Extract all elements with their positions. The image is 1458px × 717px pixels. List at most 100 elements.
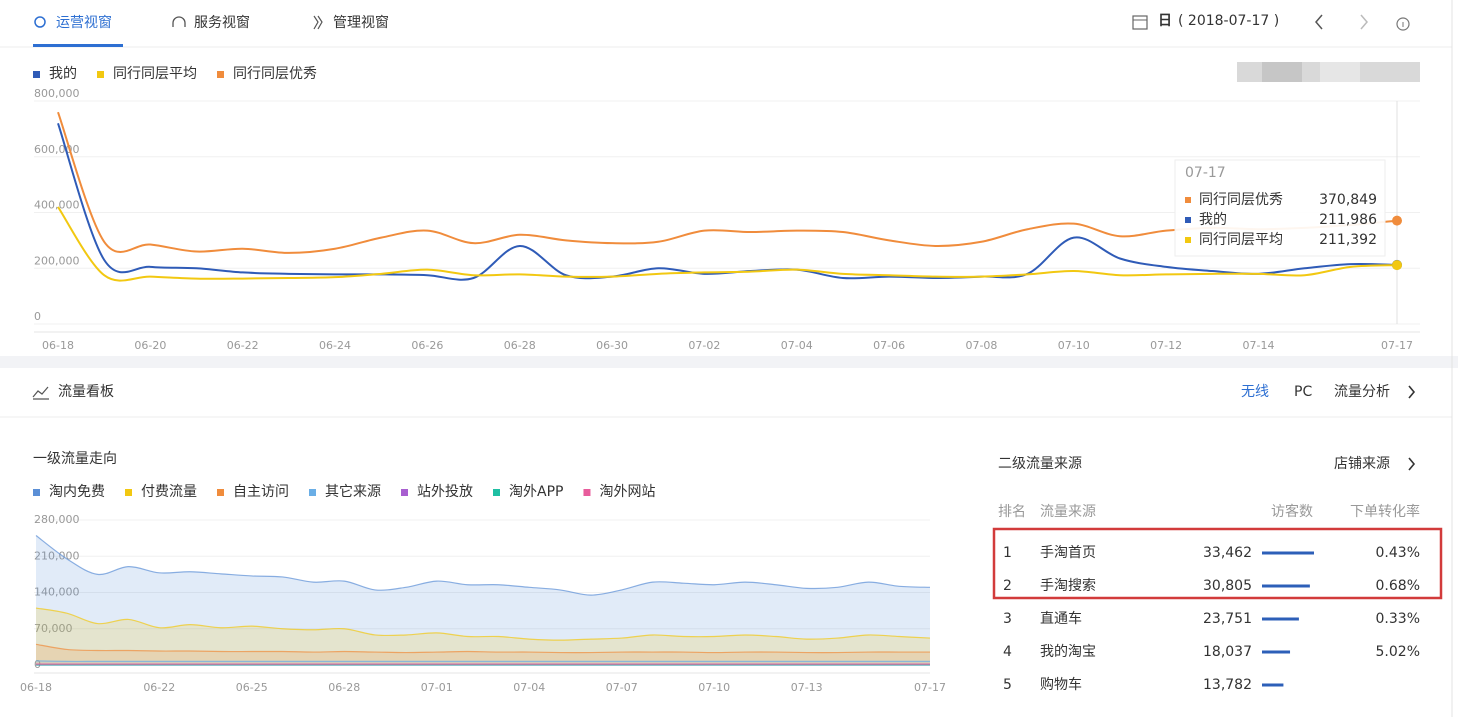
legend-label[interactable]: 同行同层优秀 — [233, 66, 317, 82]
source: 手淘首页 — [1040, 545, 1096, 561]
table-title: 二级流量来源 — [998, 456, 1082, 472]
legend-label[interactable]: 淘外APP — [509, 484, 563, 500]
area — [36, 608, 930, 665]
rank: 4 — [1003, 644, 1012, 660]
tooltip-swatch — [1185, 217, 1191, 223]
tooltip — [1174, 159, 1386, 257]
rank: 5 — [1003, 677, 1012, 693]
x-tick-label: 07-02 — [688, 339, 720, 352]
conversion: 0.68% — [1376, 578, 1420, 594]
next-button[interactable] — [1360, 14, 1368, 30]
x-tick-label: 07-04 — [513, 681, 545, 694]
legend-swatch — [493, 489, 500, 496]
tooltip-name: 同行同层平均 — [1199, 232, 1283, 248]
tooltip-title: 07-17 — [1185, 165, 1226, 181]
legend-label[interactable]: 其它来源 — [325, 483, 381, 500]
x-tick-label: 07-10 — [1058, 339, 1090, 352]
area — [36, 644, 930, 665]
rank: 2 — [1003, 578, 1012, 594]
area-line — [35, 607, 931, 641]
table-header: 流量来源 — [1040, 504, 1096, 520]
y-tick-label: 800,000 — [34, 87, 80, 100]
y-tick-label: 280,000 — [34, 513, 80, 526]
prev-button[interactable] — [1315, 14, 1323, 30]
legend-swatch — [583, 489, 591, 496]
line — [57, 206, 1398, 282]
legend-swatch — [401, 489, 408, 496]
tooltip-name: 同行同层优秀 — [1199, 192, 1283, 208]
visitor-bar — [1262, 551, 1314, 555]
tooltip-swatch — [1185, 197, 1191, 203]
legend-label[interactable]: 付费流量 — [141, 484, 197, 500]
chevron — [1408, 457, 1416, 471]
table-header: 排名 — [998, 504, 1026, 520]
x-tick-label: 07-01 — [421, 681, 453, 694]
tab[interactable]: 服务视窗 — [194, 14, 250, 31]
tab-underline — [33, 44, 123, 47]
date-unit[interactable]: 日 — [1158, 13, 1172, 29]
tooltip-value: 370,849 — [1319, 192, 1377, 208]
x-tick-label: 07-14 — [1242, 339, 1274, 352]
panel-icon — [32, 386, 49, 400]
area-line — [35, 535, 931, 596]
legend-swatch — [217, 489, 224, 496]
x-tick-label: 06-22 — [143, 681, 175, 694]
legend-swatch — [217, 71, 224, 78]
hover-dot — [1392, 260, 1402, 271]
visitors: 18,037 — [1203, 644, 1252, 660]
x-tick-label: 06-22 — [227, 339, 259, 352]
visitors: 23,751 — [1203, 611, 1252, 627]
y-tick-label: 0 — [34, 310, 41, 323]
conversion: 5.02% — [1376, 644, 1420, 660]
y-tick-label: 70,000 — [34, 622, 73, 635]
x-tick-label: 07-13 — [791, 681, 823, 694]
highlight-box — [992, 527, 1443, 600]
y-tick-label: 200,000 — [34, 254, 80, 267]
legend-label[interactable]: 自主访问 — [233, 484, 289, 500]
x-tick-label: 06-26 — [411, 339, 443, 352]
table-link[interactable]: 店铺来源 — [1334, 456, 1390, 472]
calendar-icon[interactable] — [1132, 15, 1148, 30]
info-icon[interactable] — [1396, 17, 1410, 31]
tab[interactable]: 运营视窗 — [56, 14, 112, 31]
x-tick-label: 07-17 — [914, 681, 946, 694]
hover-dot — [1392, 215, 1402, 226]
area-line — [35, 643, 930, 654]
x-tick-label: 07-17 — [1381, 339, 1413, 352]
legend-label[interactable]: 站外投放 — [417, 484, 473, 500]
visitor-bar — [1262, 650, 1291, 654]
device-tab[interactable]: 无线 — [1241, 384, 1269, 400]
legend-label[interactable]: 淘内免费 — [49, 484, 105, 500]
x-tick-label: 06-18 — [20, 681, 52, 694]
section-gap — [0, 356, 1458, 368]
visitor-bar — [1262, 617, 1299, 621]
area — [36, 535, 930, 665]
visitors: 30,805 — [1203, 578, 1252, 594]
x-tick-label: 07-04 — [781, 339, 813, 352]
tooltip-name: 我的 — [1199, 212, 1227, 228]
legend-label[interactable]: 我的 — [49, 66, 77, 82]
x-tick-label: 06-18 — [42, 339, 74, 352]
legend-swatch — [33, 71, 40, 78]
source: 我的淘宝 — [1040, 644, 1096, 660]
x-tick-label: 06-24 — [319, 339, 351, 352]
source: 直通车 — [1040, 610, 1082, 627]
tab[interactable]: 管理视窗 — [333, 14, 389, 31]
x-tick-label: 06-25 — [236, 681, 268, 694]
area-line — [35, 660, 930, 663]
table-header: 下单转化率 — [1350, 503, 1420, 520]
device-tab[interactable]: PC — [1294, 384, 1312, 400]
panel-title: 流量看板 — [58, 384, 114, 400]
source: 手淘搜索 — [1040, 577, 1096, 594]
line — [57, 122, 1398, 281]
visitor-bar — [1262, 584, 1310, 588]
legend-label[interactable]: 淘外网站 — [599, 484, 655, 500]
analysis-link[interactable]: 流量分析 — [1334, 384, 1390, 400]
tooltip-swatch — [1185, 237, 1191, 243]
date[interactable]: ( 2018-07-17 ) — [1178, 13, 1279, 29]
tab-icon — [313, 15, 323, 30]
rank: 3 — [1003, 611, 1012, 627]
legend-label[interactable]: 同行同层平均 — [113, 66, 197, 82]
